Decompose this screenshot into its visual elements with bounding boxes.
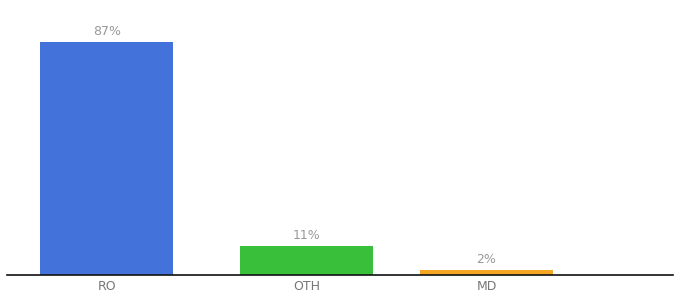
Bar [240, 246, 373, 275]
Bar [420, 270, 553, 275]
Text: 87%: 87% [93, 25, 121, 38]
Text: 2%: 2% [477, 253, 496, 266]
Bar [40, 42, 173, 275]
Text: 11%: 11% [293, 229, 320, 242]
